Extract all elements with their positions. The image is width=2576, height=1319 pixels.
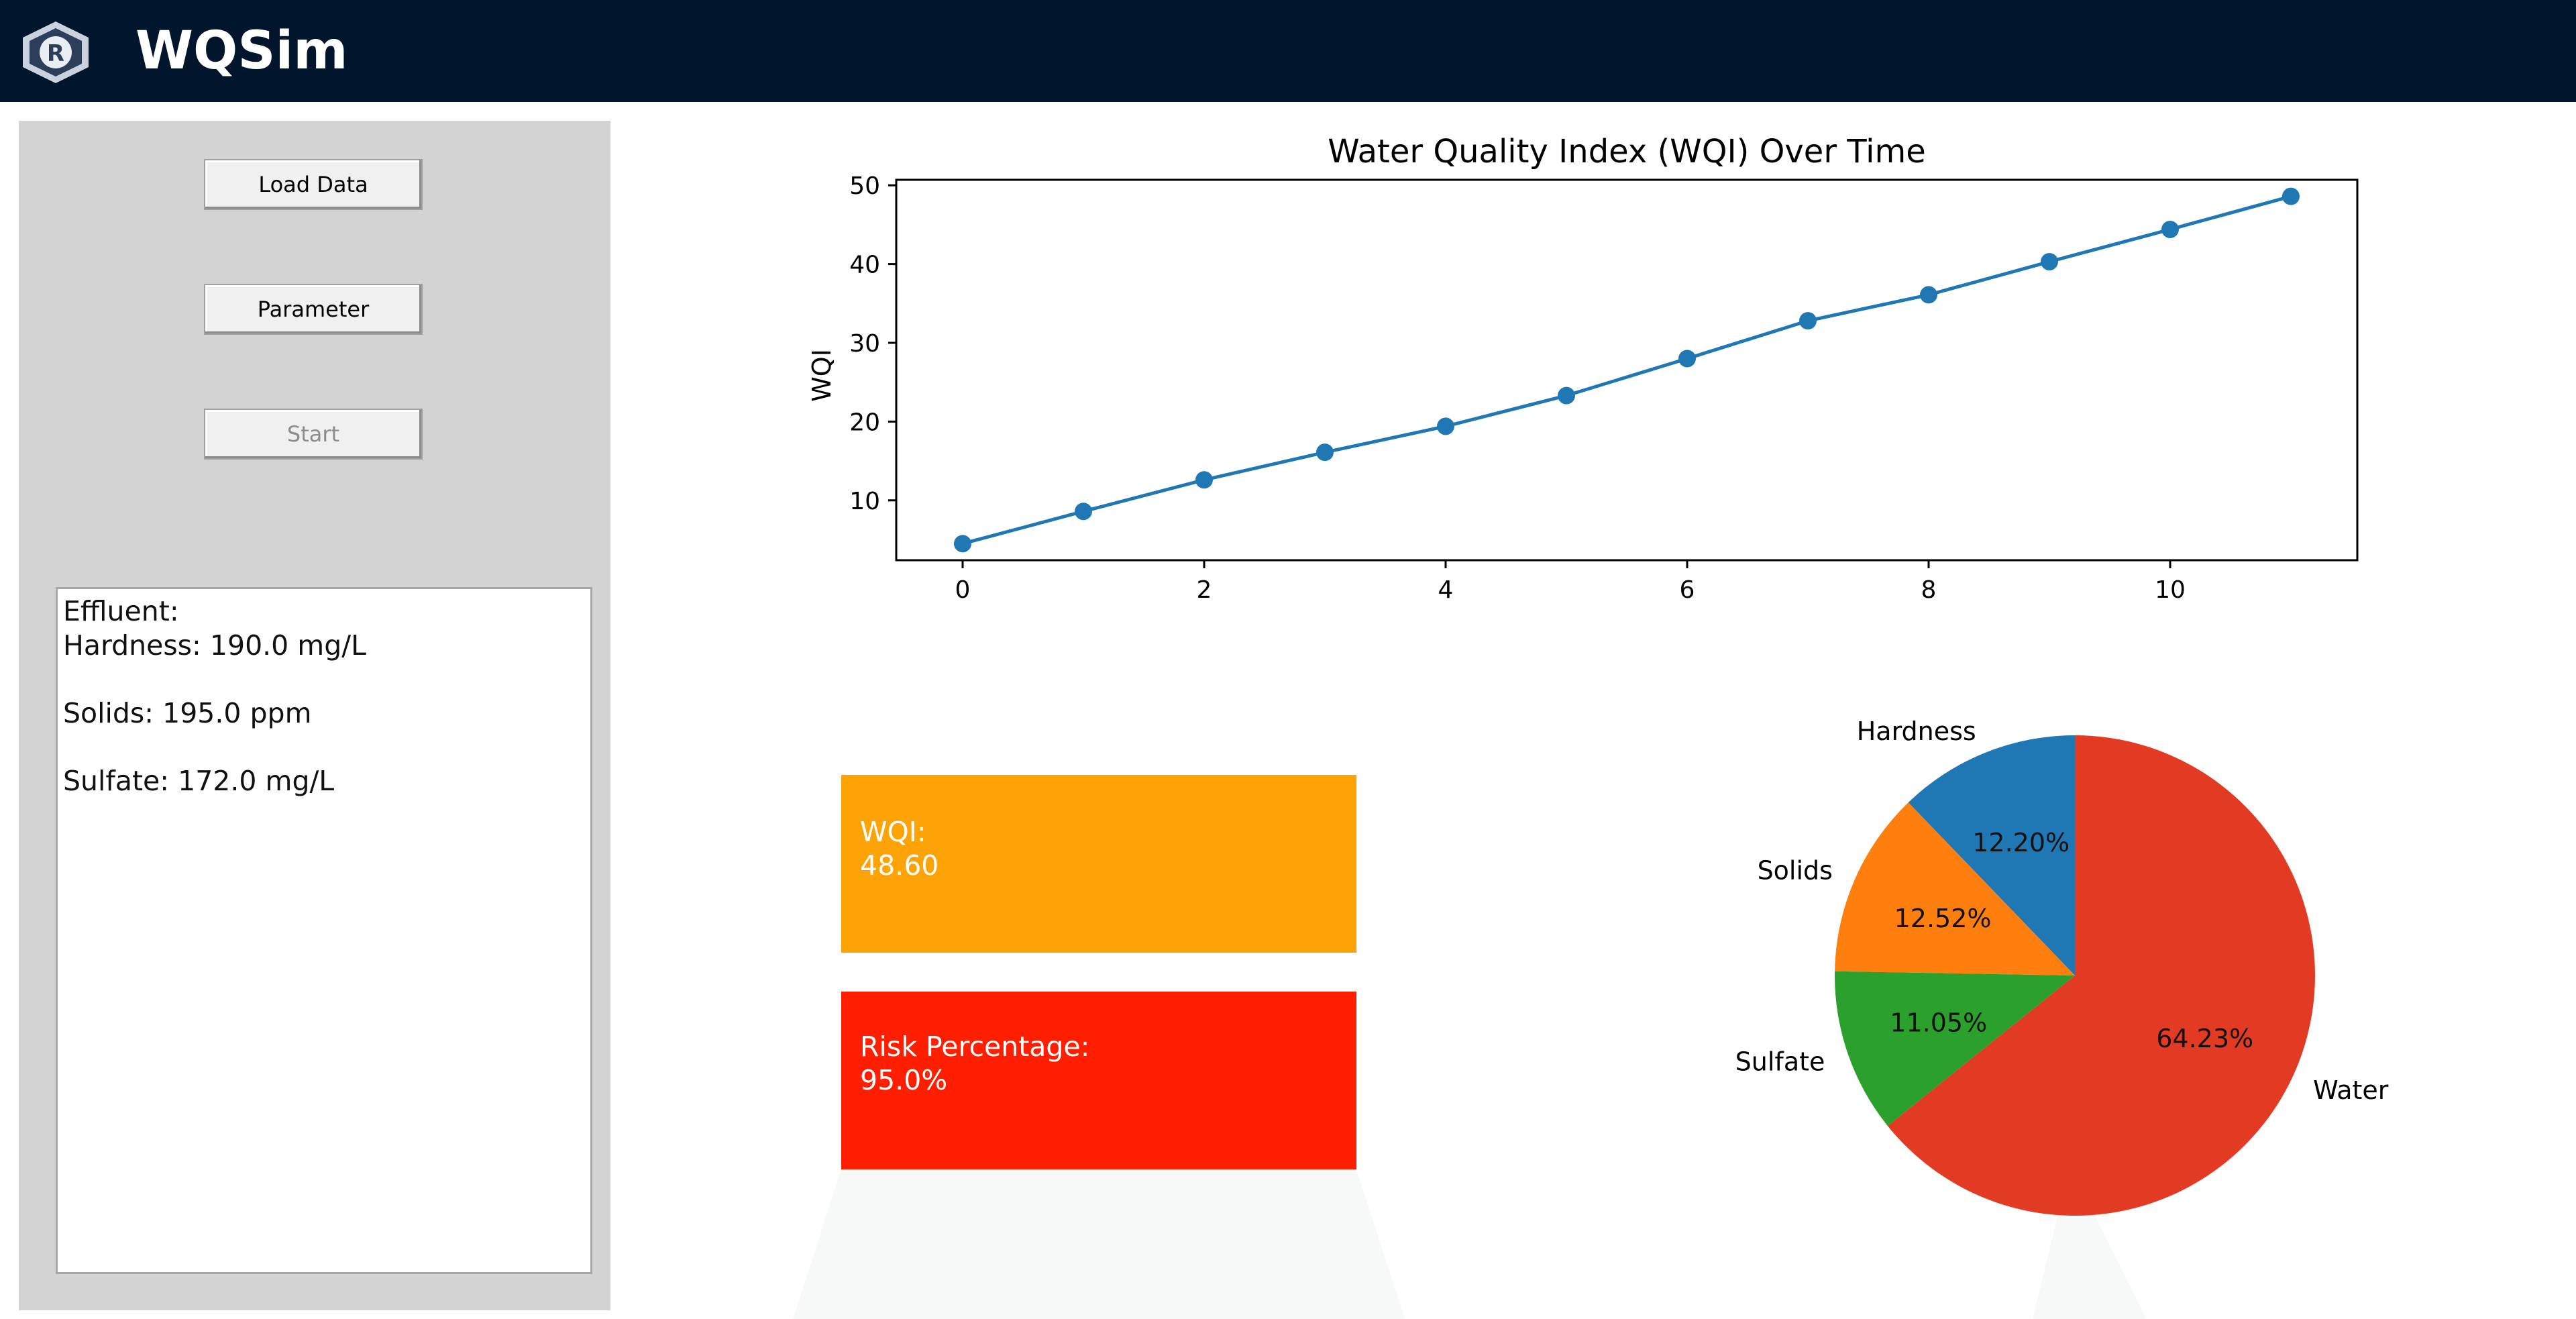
pie-category-label: Solids	[1758, 856, 1833, 886]
pie-slice-water	[1887, 735, 2315, 1216]
y-tick-label: 10	[849, 488, 880, 515]
pie-slice-hardness	[1908, 735, 2075, 975]
effluent-heading: Effluent:	[63, 595, 179, 627]
y-tick-label: 50	[849, 172, 880, 200]
x-tick-label: 2	[1197, 576, 1212, 604]
pie-category-label: Hardness	[1857, 717, 1976, 746]
wqi-data-point	[1799, 312, 1817, 330]
x-tick-label: 10	[2155, 576, 2186, 604]
x-tick-label: 4	[1438, 576, 1454, 604]
solids-value: Solids: 195.0 ppm	[63, 697, 312, 729]
wqi-card-label: WQI:	[860, 816, 926, 848]
app-title: WQSim	[136, 21, 348, 81]
wqi-data-point	[2161, 220, 2179, 238]
wqi-data-point	[1920, 286, 1937, 304]
wqi-data-point	[1075, 503, 1092, 521]
pie-slice-sulfate	[1835, 971, 2075, 1126]
pie-percent-label: 12.52%	[1894, 904, 1992, 933]
hardness-value: Hardness: 190.0 mg/L	[63, 629, 366, 662]
pie-category-label: Water	[2313, 1075, 2389, 1105]
risk-card-label: Risk Percentage:	[860, 1031, 1090, 1063]
line-chart-title: Water Quality Index (WQI) Over Time	[1328, 133, 1926, 170]
y-tick-label: 30	[849, 330, 880, 358]
title-bar: R WQSim	[0, 0, 2576, 102]
y-tick-label: 40	[849, 252, 880, 279]
wqi-line-chart: Water Quality Index (WQI) Over Time WQI 0 2…	[807, 133, 2359, 604]
wqi-card-value: 48.60	[860, 849, 939, 882]
x-tick-label: 6	[1680, 576, 1695, 604]
pie-percent-label: 64.23%	[2156, 1024, 2253, 1053]
control-panel: Load Data Parameter Start Effluent: Hard…	[19, 121, 610, 1310]
wqi-data-point	[1558, 386, 1575, 405]
wqi-card: WQI: 48.60	[841, 775, 1356, 953]
risk-card-value: 95.0%	[860, 1064, 948, 1096]
pie-slice-solids	[1835, 802, 2075, 975]
y-tick-label: 20	[849, 409, 880, 436]
wqi-data-point	[1316, 443, 1334, 462]
y-axis-label: WQI	[807, 349, 837, 402]
app-logo-icon: R	[23, 21, 89, 83]
line-chart-frame	[895, 178, 2359, 562]
x-tick-label: 0	[955, 576, 971, 604]
svg-text:R: R	[47, 40, 64, 67]
wqi-data-point	[2282, 187, 2300, 205]
pie-category-label: Sulfate	[1735, 1047, 1825, 1076]
composition-pie-chart: 12.20% Hardness 12.52% Solids 11.05% Sulfate 6…	[1735, 717, 2389, 1216]
start-button[interactable]: Start	[204, 409, 423, 460]
wqi-data-point	[1195, 471, 1213, 489]
wqi-data-point	[1437, 417, 1454, 435]
sulfate-value: Sulfate: 172.0 mg/L	[63, 765, 335, 797]
wqi-data-point	[954, 535, 971, 553]
pie-percent-label: 12.20%	[1972, 828, 2070, 857]
effluent-info-box[interactable]: Effluent: Hardness: 190.0 mg/L Solids: 1…	[56, 587, 592, 1274]
wqi-data-point	[1678, 350, 1696, 368]
load-data-button[interactable]: Load Data	[204, 159, 423, 210]
wqi-series-line	[962, 195, 2292, 545]
risk-card: Risk Percentage: 95.0%	[841, 992, 1356, 1169]
wqi-data-point	[2041, 253, 2058, 271]
x-tick-label: 8	[1921, 576, 1937, 604]
parameter-button[interactable]: Parameter	[204, 284, 423, 335]
pie-percent-label: 11.05%	[1890, 1008, 1987, 1038]
